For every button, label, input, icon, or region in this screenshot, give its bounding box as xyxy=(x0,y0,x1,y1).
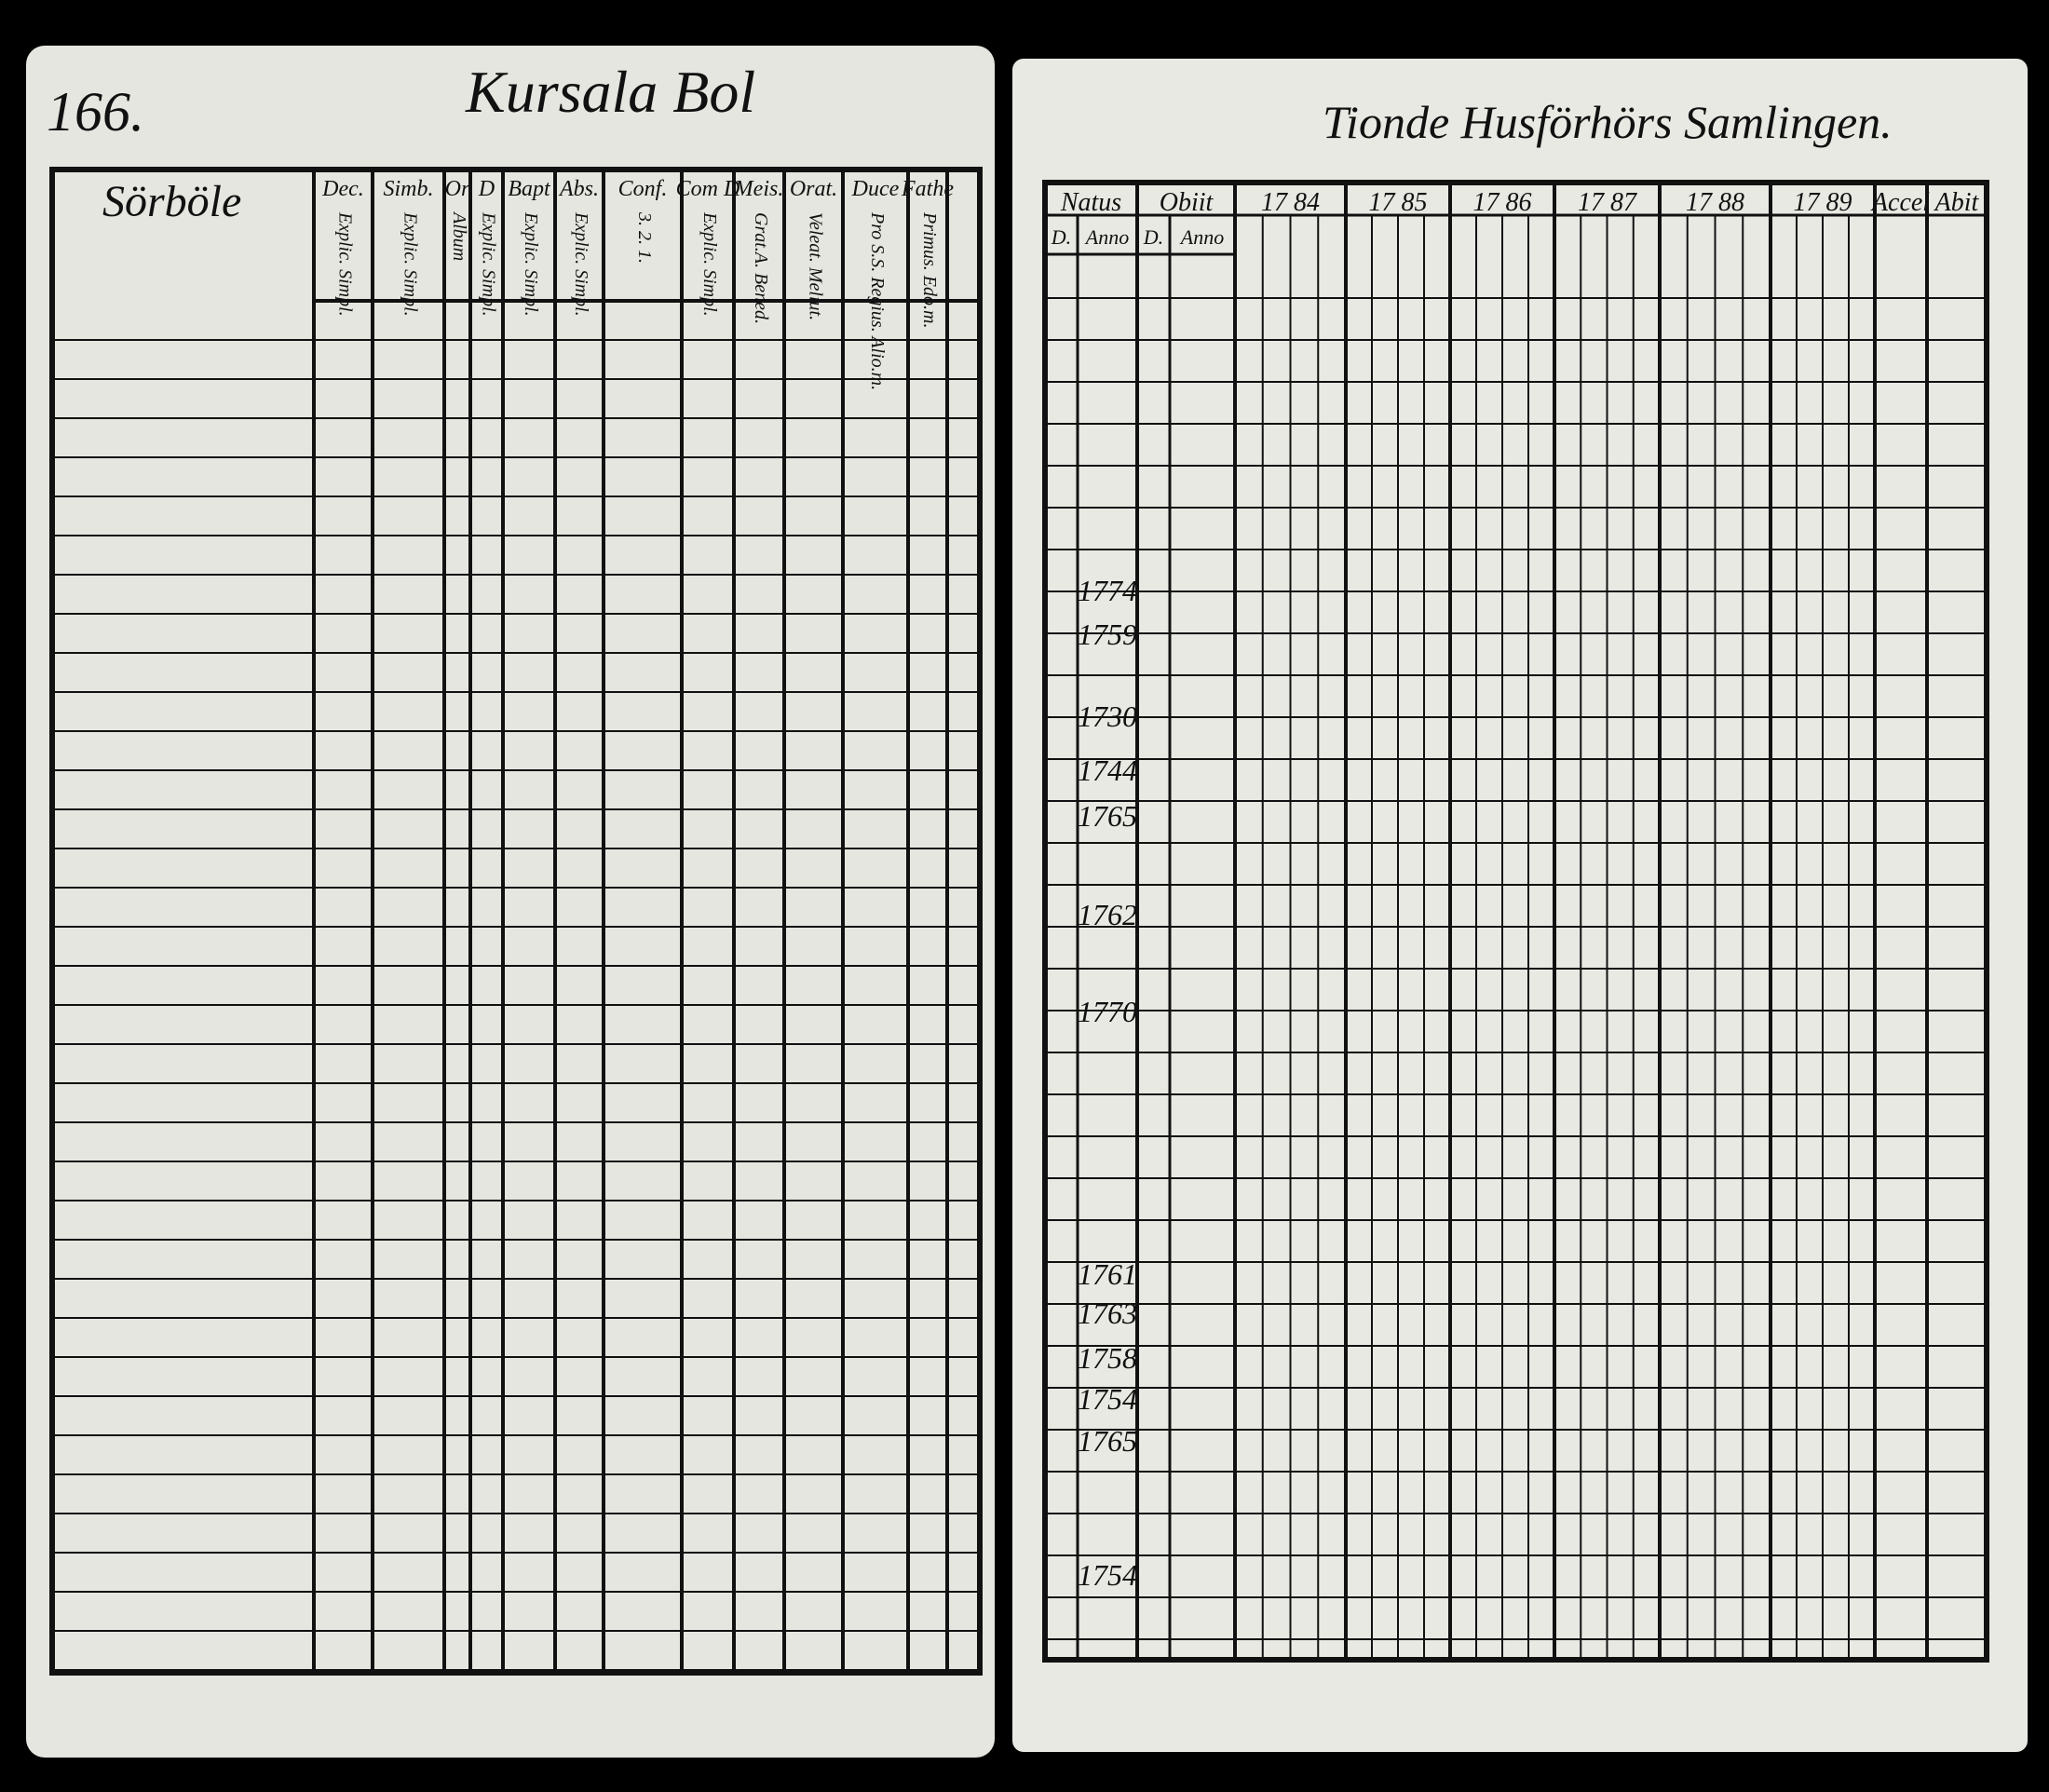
column-header: Meis. xyxy=(734,177,784,201)
column-subheader: Explic. Simpl. xyxy=(400,211,421,317)
page-title: Tionde Husförhörs Samlingen. xyxy=(1323,96,1893,148)
right-page xyxy=(1012,59,2028,1752)
birth-year: 1770 xyxy=(1078,995,1137,1028)
column-header: 17 85 xyxy=(1369,188,1428,217)
page-title: Kursala Bol xyxy=(465,59,755,125)
column-header: Or xyxy=(445,177,470,201)
birth-year: 1759 xyxy=(1078,618,1137,651)
birth-year: 1765 xyxy=(1078,799,1137,833)
birth-year: 1730 xyxy=(1078,699,1137,733)
birth-year: 1765 xyxy=(1078,1424,1137,1458)
birth-year: 1762 xyxy=(1078,898,1137,931)
birth-year: 1758 xyxy=(1078,1341,1137,1375)
section-title: Sörböle xyxy=(102,177,241,226)
column-header: Bapt xyxy=(508,177,551,201)
column-header: 17 84 xyxy=(1261,188,1320,217)
column-subheader: Grat.A. Bened. xyxy=(751,212,771,324)
left-page xyxy=(26,46,995,1758)
column-header: Abs. xyxy=(558,177,599,201)
birth-year: 1763 xyxy=(1078,1296,1137,1330)
column-header: Obiit xyxy=(1160,188,1214,217)
birth-year: 1761 xyxy=(1078,1257,1137,1291)
column-subheader: Explic. Simpl. xyxy=(571,211,591,317)
birth-year: 1754 xyxy=(1078,1382,1137,1416)
column-header: Abit xyxy=(1934,188,1980,217)
column-header: Dec. xyxy=(321,177,364,201)
column-header: D xyxy=(478,177,495,201)
column-subheader: Explic. Simpl. xyxy=(335,211,356,317)
column-subheader: Explic. Simpl. xyxy=(699,211,720,317)
column-subheader: Primus. Edo.m. xyxy=(919,211,940,328)
column-subheader: 3. 2. 1. xyxy=(634,211,655,264)
page-number: 166. xyxy=(47,81,144,143)
column-subheader: D. xyxy=(1051,225,1071,249)
column-subheader: Anno xyxy=(1084,225,1129,249)
birth-year: 1754 xyxy=(1078,1558,1137,1592)
column-header: Simb. xyxy=(384,177,434,201)
column-header: Fathe xyxy=(901,177,954,201)
column-header: 17 86 xyxy=(1473,188,1532,217)
column-header: Duce xyxy=(851,177,900,201)
column-subheader: Veleat. Meliut. xyxy=(806,212,826,320)
column-subheader: Pro S.S. Regius. Alio.m. xyxy=(867,211,888,390)
column-header: 17 89 xyxy=(1794,188,1852,217)
column-subheader: Album xyxy=(449,210,469,261)
column-subheader: Explic. Simpl. xyxy=(479,211,499,317)
column-subheader: Explic. Simpl. xyxy=(521,211,541,317)
column-header: Com D xyxy=(676,177,740,201)
column-header: Orat. xyxy=(790,177,837,201)
column-header: Conf. xyxy=(618,177,668,201)
column-header: Accel xyxy=(1870,188,1930,217)
column-subheader: D. xyxy=(1143,225,1163,249)
birth-year: 1774 xyxy=(1078,574,1137,607)
column-header: 17 88 xyxy=(1686,188,1744,217)
birth-year: 1744 xyxy=(1078,753,1137,787)
column-subheader: Anno xyxy=(1179,225,1224,249)
column-header: 17 87 xyxy=(1578,188,1637,217)
column-header: Natus xyxy=(1060,188,1121,217)
